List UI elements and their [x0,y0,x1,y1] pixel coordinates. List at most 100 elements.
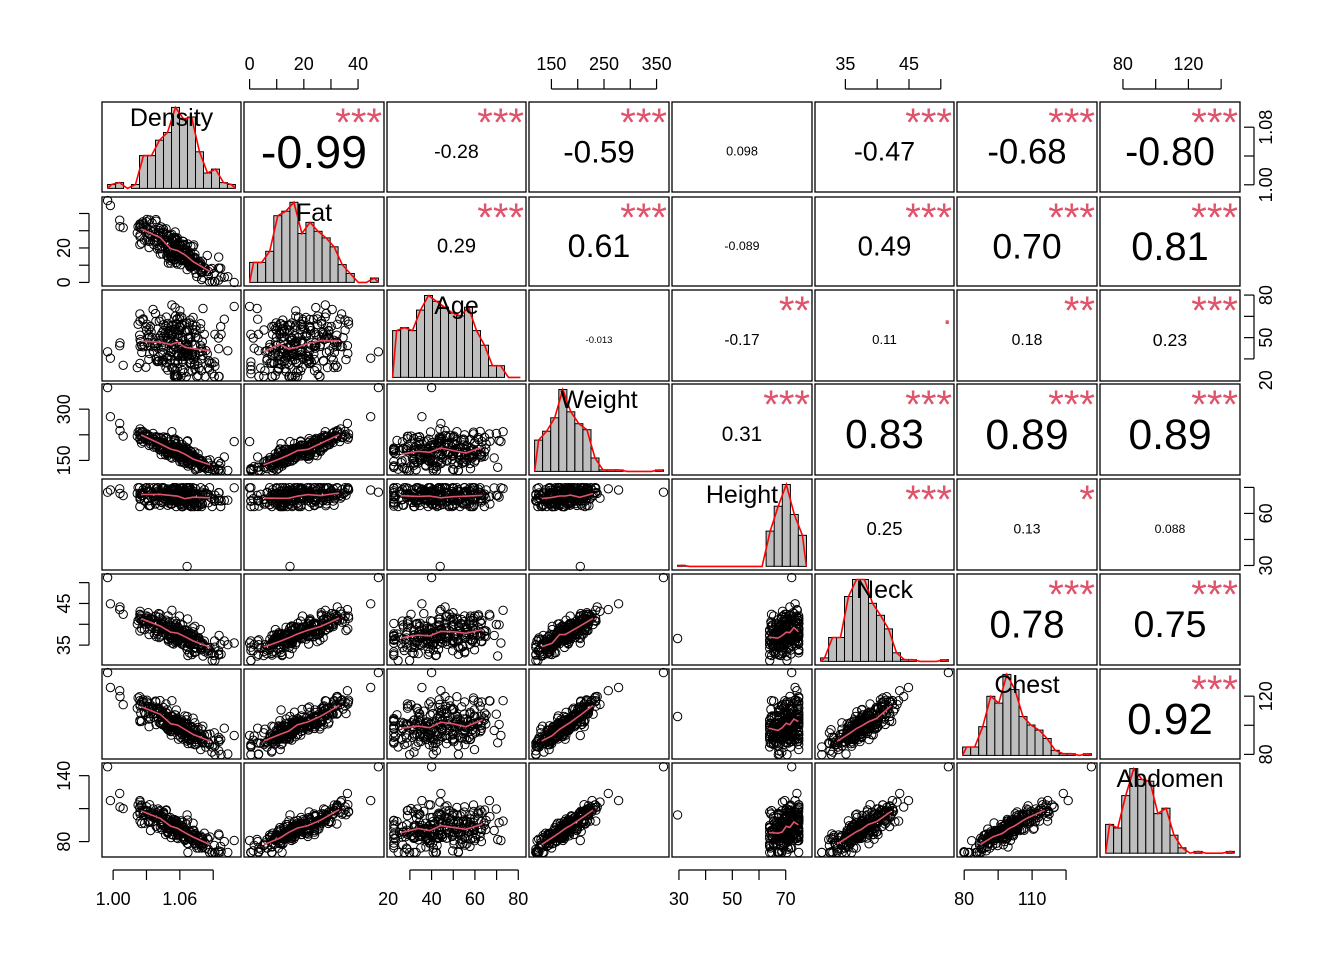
data-point [144,242,154,253]
data-point [453,465,463,476]
panel-frame [386,383,527,476]
data-point [214,371,224,382]
data-point [452,483,462,493]
data-point [191,325,201,335]
data-point [182,633,192,644]
data-point [537,501,547,512]
data-point [491,490,501,500]
data-point [494,719,504,730]
data-point [290,322,300,332]
data-point [548,494,558,505]
data-point [170,435,180,446]
data-point [341,625,351,636]
data-point [181,371,192,382]
data-point [115,338,125,348]
data-point [151,316,161,326]
data-point [331,431,341,441]
data-point [298,316,308,326]
data-point [135,613,145,623]
data-point [291,306,301,316]
data-point [246,490,256,500]
data-point [331,360,341,370]
data-point [144,348,155,359]
data-point [223,465,233,476]
data-point [277,324,288,335]
data-point [311,302,321,313]
data-point [207,501,217,512]
data-point [229,301,239,312]
panel-frame [101,573,242,666]
data-point [496,483,506,493]
data-point [207,460,217,470]
data-point [256,465,266,476]
data-point [244,301,255,312]
data-point [253,495,263,506]
data-point [390,449,401,459]
data-point [249,461,259,472]
data-point [190,455,200,465]
data-point [271,325,282,335]
data-point [434,432,444,443]
data-point [246,365,256,375]
data-point [202,250,213,261]
scatter-panel-chest-vs-age [386,667,527,760]
data-point [493,651,503,661]
panel-frame [101,196,242,287]
data-point [323,322,333,332]
data-point [155,609,165,619]
data-point [464,452,474,462]
data-point [166,633,176,643]
data-point [489,483,499,493]
data-point [166,443,176,453]
data-point [172,259,182,269]
data-point [295,493,306,504]
data-point [207,276,217,287]
data-point [293,365,303,375]
data-point [210,465,220,476]
data-point [210,361,220,371]
data-point [148,490,158,500]
data-point [210,490,220,500]
data-point [332,341,342,351]
data-point [613,682,624,693]
data-point [223,495,233,505]
matrix-panels: DensityFatAgeWeightHeightNeckChestAbdome… [101,101,1241,858]
data-point [468,483,479,493]
data-point [147,488,157,499]
data-point [173,355,183,366]
data-point [147,432,157,442]
data-point [304,354,314,365]
data-point [254,371,264,382]
data-point [246,357,256,367]
data-point [166,325,176,335]
data-point [435,433,445,443]
data-point [393,464,403,474]
data-point [177,332,188,343]
data-point [204,483,215,493]
data-point [449,493,459,504]
data-point [175,453,185,463]
data-point [327,304,337,315]
data-point [198,303,208,314]
data-point [163,365,173,375]
data-point [475,426,485,437]
data-point [340,315,350,325]
data-point [441,739,452,749]
data-point [285,561,295,572]
data-point [389,447,399,457]
data-point [172,363,182,373]
data-point [182,483,193,493]
data-point [328,355,338,365]
scatter-panel-weight-vs-density [101,382,242,476]
data-point [309,500,320,511]
data-point [790,682,800,693]
data-point [229,483,239,493]
data-point [284,371,294,382]
data-point [102,347,113,357]
data-point [565,492,575,502]
data-point [366,599,376,609]
data-point [440,447,451,457]
data-point [426,667,437,678]
data-point [459,697,470,707]
data-point [118,360,128,370]
